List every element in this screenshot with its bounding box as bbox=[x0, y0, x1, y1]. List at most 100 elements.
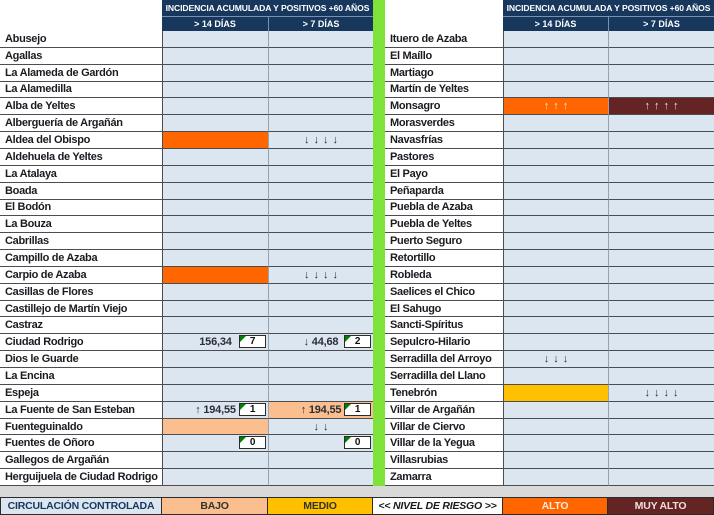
table-row: El Bodón bbox=[0, 199, 373, 217]
cell-14-dias bbox=[162, 250, 268, 267]
cell-7-dias bbox=[608, 334, 714, 352]
cell-value: ↑ 194,55 bbox=[300, 403, 342, 416]
cell-14-dias bbox=[503, 182, 608, 200]
col-header-14d: > 14 DÍAS bbox=[503, 17, 608, 31]
cell-7-dias bbox=[268, 98, 373, 116]
table-row: Villar de Argañán bbox=[385, 401, 714, 419]
municipality-name: Herguijuela de Ciudad Rodrigo bbox=[0, 469, 162, 486]
cell-7-dias bbox=[268, 148, 373, 166]
cell-7-dias bbox=[608, 452, 714, 470]
legend-item-muy-alto: MUY ALTO bbox=[608, 497, 714, 515]
table-row: Alberguería de Argañán bbox=[0, 115, 373, 133]
municipality-name: La Encina bbox=[0, 368, 162, 385]
table-row: Campillo de Azaba bbox=[0, 250, 373, 267]
cell-14-dias bbox=[503, 31, 608, 48]
cell-value: ↓↓ bbox=[313, 420, 333, 433]
cell-14-dias bbox=[162, 216, 268, 234]
cell-7-dias bbox=[268, 115, 373, 133]
municipality-name: Castillejo de Martín Viejo bbox=[0, 300, 162, 318]
cell-14-dias bbox=[503, 115, 608, 133]
cell-value: ↑ 194,55 bbox=[195, 403, 236, 416]
table-row: Espeja bbox=[0, 384, 373, 402]
cell-14-dias bbox=[503, 401, 608, 419]
cell-7-dias bbox=[268, 182, 373, 200]
table-row: Robleda bbox=[385, 266, 714, 284]
table-row: Villar de la Yegua bbox=[385, 435, 714, 453]
municipality-name: Cabrillas bbox=[0, 233, 162, 251]
right-table-body: Ituero de Azaba El Maíllo Martiago Martín d… bbox=[385, 31, 714, 486]
municipality-name: Alba de Yeltes bbox=[0, 98, 162, 116]
municipality-name: Ciudad Rodrigo bbox=[0, 334, 162, 352]
table-row: Sepulcro-Hilario bbox=[385, 334, 714, 352]
municipality-name: Martín de Yeltes bbox=[385, 81, 503, 99]
table-row: Saelices el Chico bbox=[385, 283, 714, 301]
cell-14-dias bbox=[162, 165, 268, 183]
left-municipality-table: INCIDENCIA ACUMULADA Y POSITIVOS +60 AÑO… bbox=[0, 0, 373, 486]
cell-7-dias bbox=[268, 469, 373, 486]
table-row: Retortillo bbox=[385, 250, 714, 267]
table-row: Ituero de Azaba bbox=[385, 31, 714, 48]
right-municipality-table: INCIDENCIA ACUMULADA Y POSITIVOS +60 AÑO… bbox=[385, 0, 714, 486]
corner-spacer bbox=[385, 0, 503, 31]
cell-14-dias bbox=[162, 368, 268, 385]
legend-item-nivel-de-riesgo: << NIVEL DE RIESGO >> bbox=[373, 497, 503, 515]
municipality-name: Villar de la Yegua bbox=[385, 435, 503, 453]
municipality-name: Puebla de Azaba bbox=[385, 199, 503, 217]
legend-item-medio: MEDIO bbox=[268, 497, 373, 515]
col-header-7d: > 7 DÍAS bbox=[268, 17, 373, 31]
table-row: Aldehuela de Yeltes bbox=[0, 148, 373, 166]
municipality-name: Espeja bbox=[0, 384, 162, 402]
table-row: Boada bbox=[0, 182, 373, 200]
table-row: Pastores bbox=[385, 148, 714, 166]
cell-14-dias bbox=[503, 469, 608, 486]
municipality-name: Gallegos de Argañán bbox=[0, 452, 162, 470]
table-row: Martín de Yeltes bbox=[385, 81, 714, 99]
incidence-header: INCIDENCIA ACUMULADA Y POSITIVOS +60 AÑO… bbox=[503, 0, 714, 17]
cell-value: ↓↓↓↓ bbox=[644, 386, 683, 399]
cell-14-dias: ↑ 194,55 1 bbox=[162, 401, 268, 419]
cell-7-dias: 0 bbox=[268, 435, 373, 453]
cell-7-dias bbox=[268, 250, 373, 267]
cell-14-dias: ↓↓↓ bbox=[503, 351, 608, 369]
cell-7-dias bbox=[608, 182, 714, 200]
cell-7-dias: ↓↓↓↓ bbox=[268, 266, 373, 284]
municipality-name: Navasfrías bbox=[385, 132, 503, 149]
cell-14-dias bbox=[503, 81, 608, 99]
positives-badge: 1 bbox=[344, 402, 371, 416]
cell-7-dias bbox=[608, 469, 714, 486]
positives-badge: 2 bbox=[344, 335, 371, 349]
cell-7-dias bbox=[608, 283, 714, 301]
cell-7-dias bbox=[268, 351, 373, 369]
table-row: El Sahugo bbox=[385, 300, 714, 318]
municipality-name: Tenebrón bbox=[385, 384, 503, 402]
positives-badge: 1 bbox=[239, 402, 266, 416]
municipality-name: Castraz bbox=[0, 317, 162, 335]
legend-item-circulaci-n-controlada: CIRCULACIÓN CONTROLADA bbox=[0, 497, 162, 515]
cell-7-dias bbox=[268, 300, 373, 318]
cell-14-dias bbox=[162, 418, 268, 436]
table-row: Casillas de Flores bbox=[0, 283, 373, 301]
cell-14-dias bbox=[503, 199, 608, 217]
cell-7-dias bbox=[268, 165, 373, 183]
corner-spacer bbox=[0, 0, 162, 31]
cell-14-dias bbox=[162, 182, 268, 200]
cell-7-dias bbox=[608, 115, 714, 133]
cell-14-dias bbox=[503, 216, 608, 234]
cell-7-dias bbox=[608, 300, 714, 318]
municipality-name: Sancti-Spíritus bbox=[385, 317, 503, 335]
cell-7-dias bbox=[268, 317, 373, 335]
municipality-name: Pastores bbox=[385, 148, 503, 166]
cell-7-dias bbox=[268, 31, 373, 48]
cell-14-dias bbox=[503, 368, 608, 385]
municipality-name: Agallas bbox=[0, 47, 162, 65]
cell-7-dias: ↑ 194,55 1 bbox=[268, 401, 373, 419]
positives-badge: 7 bbox=[239, 335, 266, 349]
municipality-name: Sepulcro-Hilario bbox=[385, 334, 503, 352]
municipality-name: Alberguería de Argañán bbox=[0, 115, 162, 133]
cell-14-dias bbox=[503, 418, 608, 436]
cell-14-dias bbox=[503, 300, 608, 318]
cell-14-dias bbox=[503, 266, 608, 284]
table-row: Puerto Seguro bbox=[385, 233, 714, 251]
cell-14-dias bbox=[162, 351, 268, 369]
